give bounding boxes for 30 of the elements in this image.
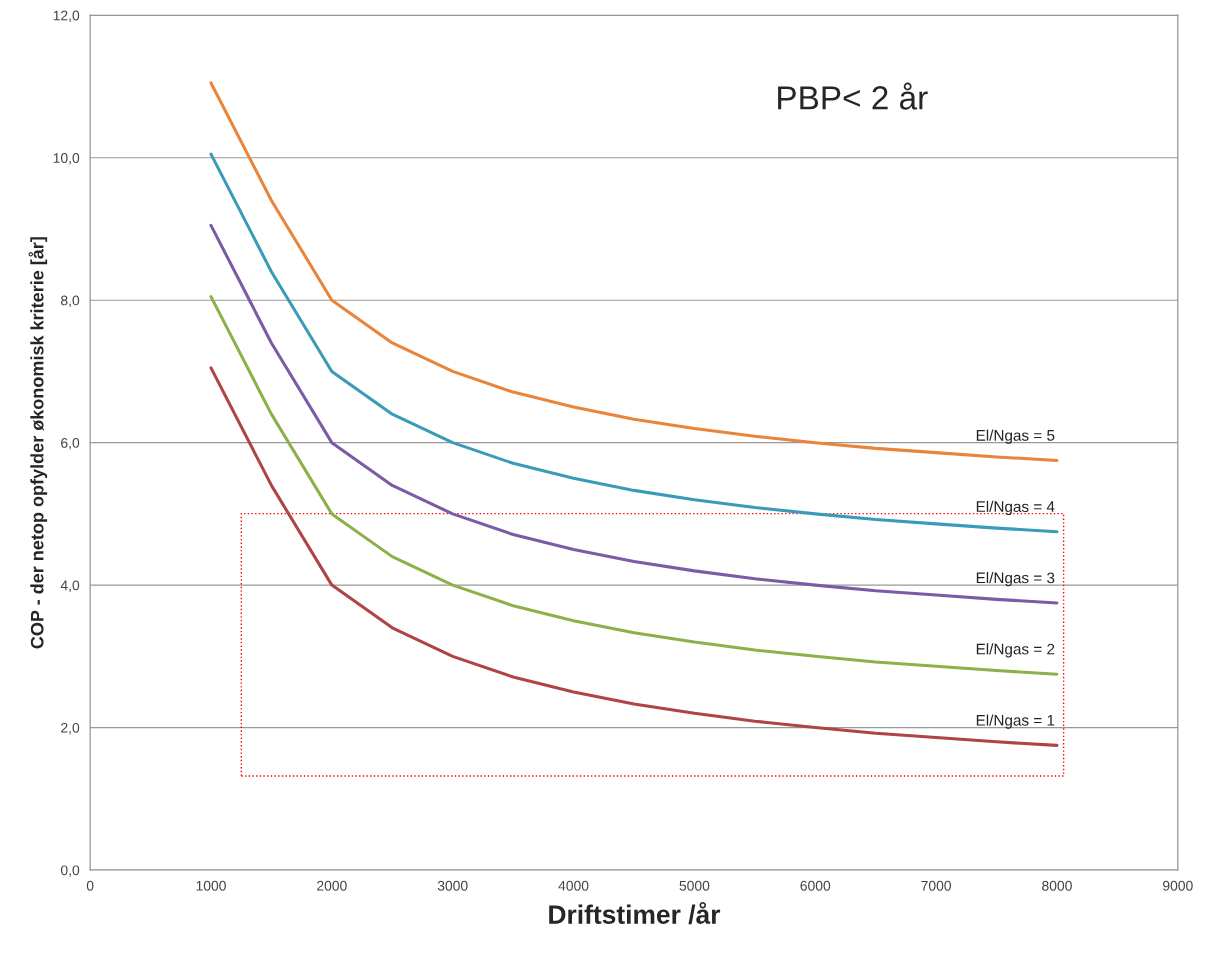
x-tick-label: 6000 — [800, 880, 831, 891]
x-tick-label: 1000 — [196, 880, 226, 891]
y-tick-label: 2,0 — [61, 722, 80, 735]
line-series — [209, 366, 1059, 747]
line-series — [209, 295, 1059, 676]
x-tick-label: 2000 — [317, 880, 347, 891]
line-series — [209, 152, 1059, 534]
x-tick-label: 8000 — [1042, 880, 1072, 891]
line-series — [209, 81, 1059, 462]
y-axis-title: COP - der netop opfylder økonomisk kriterie [år] — [28, 237, 48, 649]
x-tick-label: 9000 — [1163, 880, 1193, 891]
series-label: El/Ngas = 2 — [976, 643, 1055, 658]
x-tick-label: 5000 — [679, 880, 710, 891]
y-tick-label: 8,0 — [61, 295, 80, 307]
x-axis-title: Driftstimer /år — [549, 901, 721, 925]
x-tick-label: 0 — [86, 880, 94, 891]
series-label: El/Ngas = 3 — [976, 572, 1055, 587]
x-tick-label: 3000 — [437, 880, 468, 891]
series-label: El/Ngas = 1 — [976, 714, 1055, 729]
x-tick-label: 7000 — [921, 880, 952, 891]
line-series — [209, 223, 1059, 605]
series-label: El/Ngas = 5 — [976, 429, 1055, 444]
y-tick-label: 10,0 — [53, 153, 80, 165]
y-tick-label: 12,0 — [53, 10, 80, 23]
y-tick-label: 4,0 — [60, 580, 80, 592]
series-label: El/Ngas = 4 — [976, 500, 1055, 516]
y-tick-label: 6,0 — [61, 437, 80, 450]
x-tick-label: 4000 — [558, 880, 589, 891]
annotation: PBP< 2 år — [778, 82, 928, 110]
y-tick-label: 0,0 — [60, 865, 80, 877]
